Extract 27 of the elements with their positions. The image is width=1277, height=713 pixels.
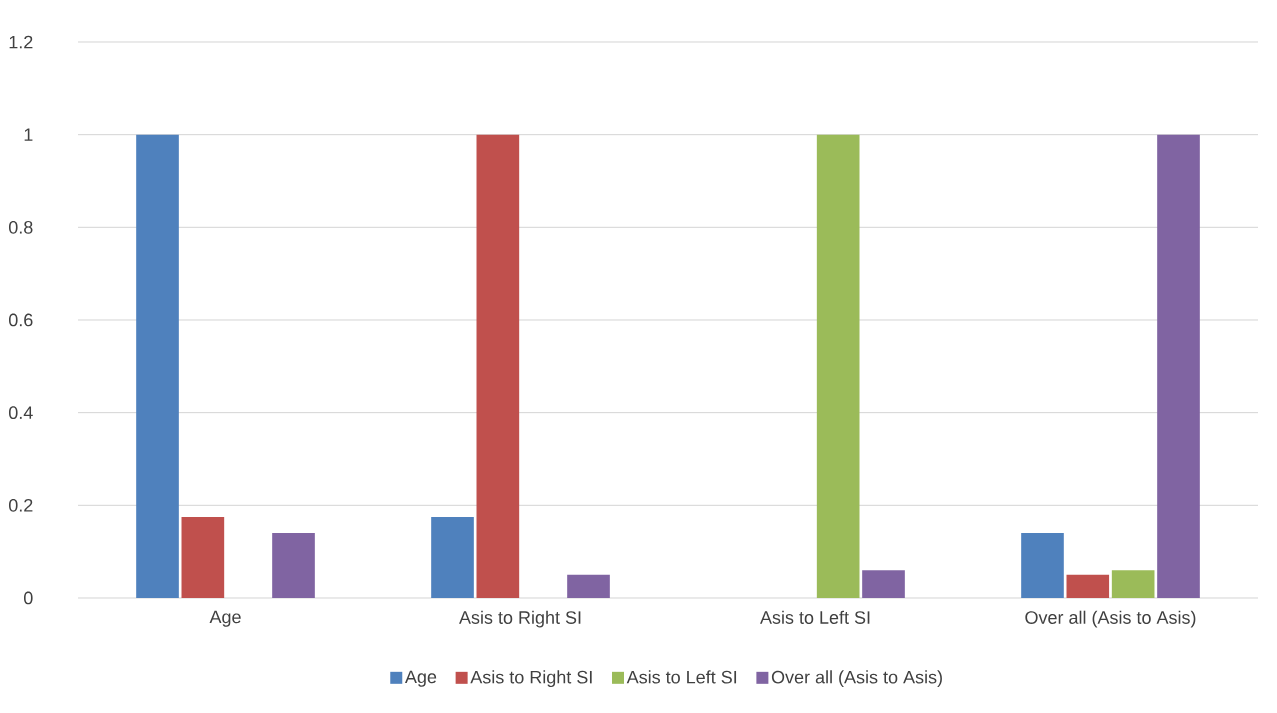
x-tick-label: Over all (Asis to Asis) [1025, 610, 1196, 628]
bar [1111, 570, 1155, 598]
legend-label: Age [404, 670, 437, 687]
y-tick-label: 1.2 [9, 35, 33, 49]
bar [567, 574, 610, 598]
y-tick-label: 0.2 [8, 498, 33, 512]
y-tick-label: 0.8 [8, 220, 33, 234]
y-tick-label: 0.6 [8, 313, 33, 327]
legend-label: Over all (Asis to Asis) [771, 670, 942, 688]
legend-label: Asis to Right SI [470, 670, 592, 688]
x-tick-label: Age [209, 610, 241, 627]
y-tick-label: 0.4 [8, 406, 33, 420]
x-tick-label: Asis to Left SI [760, 610, 870, 624]
bar [816, 134, 860, 598]
bar [862, 570, 905, 598]
bar [272, 533, 315, 598]
bar [136, 134, 179, 598]
bar [476, 134, 520, 598]
bar [1066, 574, 1110, 598]
bar [1021, 533, 1064, 598]
y-tick-label: 0 [24, 591, 33, 605]
legend-label: Asis to Left SI [626, 670, 737, 684]
x-tick-label: Asis to Right SI [459, 610, 581, 628]
bar [1157, 134, 1200, 598]
bar [431, 516, 474, 598]
y-tick-label: 1 [24, 128, 33, 141]
bar [181, 516, 225, 598]
